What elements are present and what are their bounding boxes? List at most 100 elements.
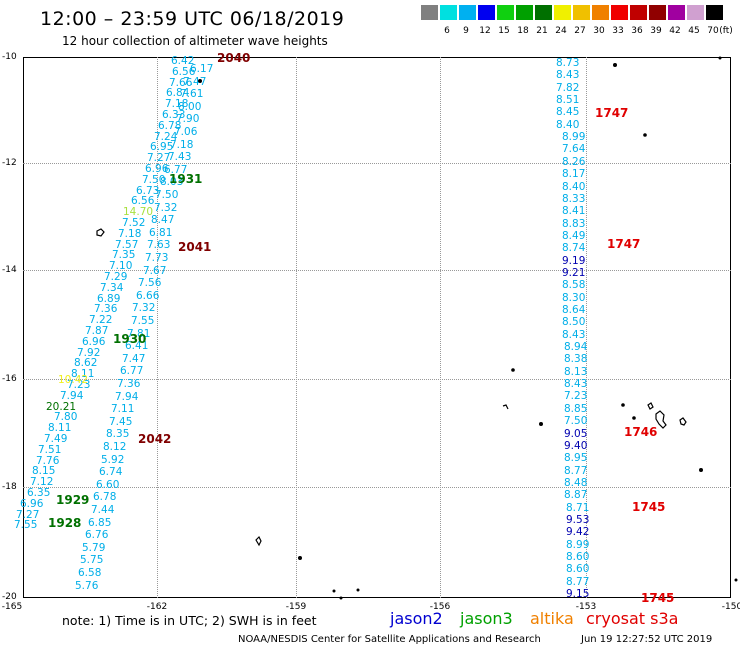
wave-height-reading: 8.43 (562, 328, 586, 341)
wave-height-reading: 6.41 (125, 340, 149, 353)
wave-height-reading: 8.99 (562, 131, 586, 144)
color-swatch (516, 5, 533, 20)
wave-height-reading: 8.40 (562, 180, 586, 193)
wave-height-reading: 8.62 (74, 357, 98, 370)
wave-height-reading: 7.87 (85, 325, 109, 337)
footnote: note: 1) Time is in UTC; 2) SWH is in fe… (62, 613, 317, 628)
wave-height-reading: 6.96 (82, 335, 106, 348)
wave-height-reading: 10.42 (58, 374, 89, 386)
wave-height-reading: 7.50 (155, 189, 179, 201)
wave-height-reading: 7.94 (115, 390, 139, 403)
wave-height-reading: 9.05 (564, 427, 588, 440)
wave-height-reading: 7.22 (89, 314, 113, 327)
wave-height-reading: 6.56 (131, 195, 155, 208)
color-scale-label: 27 (574, 26, 586, 36)
wave-height-reading: 9.42 (566, 526, 590, 539)
grid-line-meridian (440, 57, 441, 598)
wave-height-reading: 7.44 (91, 504, 115, 516)
wave-height-reading: 8.74 (562, 242, 586, 255)
wave-height-reading: 7.67 (143, 264, 167, 277)
wave-height-reading: 7.43 (168, 151, 192, 164)
longitude-label: -162 (146, 602, 168, 612)
wave-height-reading: 7.34 (100, 281, 124, 294)
color-swatch (687, 5, 704, 20)
color-scale-label: 18 (517, 26, 529, 36)
wave-height-reading: 8.17 (562, 168, 586, 181)
map-title: 12:00 – 23:59 UTC 06/18/2019 (40, 8, 345, 30)
wave-height-reading: 6.76 (85, 529, 109, 542)
latitude-label: -20 (2, 592, 17, 602)
wave-height-reading: 7.81 (127, 327, 151, 340)
wave-height-reading: 8.60 (566, 551, 590, 563)
pass-time-label: 1930 (113, 332, 147, 346)
grid-line-parallel (23, 487, 731, 488)
wave-height-reading: 5.76 (75, 579, 99, 592)
grid-line-parallel (23, 270, 731, 271)
wave-height-reading: 8.43 (564, 378, 588, 391)
color-scale-label: 15 (498, 26, 510, 36)
wave-height-reading: 7.82 (556, 81, 580, 94)
color-scale-label: 42 (669, 26, 681, 36)
pass-time-label: 2040 (217, 51, 251, 65)
wave-height-reading: 7.50 (564, 415, 588, 428)
wave-height-reading: 7.80 (54, 411, 78, 424)
wave-height-reading: 8.71 (566, 501, 590, 514)
wave-height-reading: 7.94 (60, 389, 84, 402)
wave-height-reading: 6.35 (27, 487, 51, 499)
color-swatch (649, 5, 666, 20)
wave-height-reading: 8.87 (564, 489, 588, 502)
color-scale-label: 24 (555, 26, 567, 36)
wave-height-reading: 6.78 (158, 119, 182, 132)
wave-height-reading: 7.36 (117, 378, 141, 390)
wave-height-reading: 6.85 (88, 516, 112, 529)
wave-height-reading: 8.13 (564, 365, 588, 378)
latitude-label: -12 (2, 158, 17, 168)
wave-height-reading: 8.51 (556, 94, 580, 107)
wave-height-reading: 6.84 (166, 87, 190, 100)
grid-line-meridian (586, 57, 587, 598)
wave-height-reading: 6.77 (164, 163, 188, 176)
wave-height-reading: 6.33 (162, 109, 186, 121)
wave-height-reading: 6.17 (190, 63, 214, 75)
pass-time-label: 1747 (607, 237, 641, 251)
wave-height-reading: 8.94 (564, 341, 588, 354)
color-scale-label: 70 (707, 26, 719, 36)
wave-height-reading: 7.23 (564, 390, 588, 403)
color-swatch (554, 5, 571, 20)
color-swatch (459, 5, 476, 20)
wave-height-reading: 6.78 (93, 491, 117, 504)
wave-height-reading: 7.23 (67, 379, 91, 391)
wave-height-reading: 8.41 (562, 205, 586, 218)
wave-height-reading: 8.15 (32, 465, 56, 478)
grid-line-meridian (296, 57, 297, 598)
wave-height-reading: 8.40 (556, 118, 580, 131)
wave-height-reading: 8.49 (562, 229, 586, 242)
wave-height-reading: 7.66 (169, 76, 193, 89)
wave-height-reading: 7.92 (77, 346, 101, 359)
color-scale-label: 21 (536, 26, 548, 36)
wave-height-reading: 7.52 (122, 217, 146, 229)
color-scale-label: 30 (593, 26, 605, 36)
color-swatch (478, 5, 495, 20)
wave-height-reading: 8.45 (556, 106, 580, 119)
wave-height-reading: 14.70 (123, 206, 154, 219)
color-scale-label: 45 (688, 26, 700, 36)
wave-height-reading: 6.42 (171, 55, 195, 67)
generation-timestamp: Jun 19 12:27:52 UTC 2019 (581, 634, 713, 645)
wave-height-reading: 7.49 (44, 433, 68, 445)
wave-height-reading: 6.58 (78, 567, 102, 579)
pass-time-label: 2041 (178, 240, 212, 254)
color-scale-label: 9 (463, 26, 469, 36)
pass-time-label: 1931 (169, 172, 203, 186)
wave-height-reading: 7.50 (142, 173, 166, 186)
wave-height-reading: 7.64 (562, 143, 586, 156)
wave-height-reading: 7.47 (183, 75, 207, 88)
wave-height-reading: 8.64 (562, 304, 586, 316)
wave-height-reading: 8.47 (151, 214, 175, 227)
wave-height-reading: 7.51 (38, 443, 62, 456)
wave-height-reading: 7.73 (145, 252, 169, 264)
latitude-label: -10 (2, 52, 17, 62)
wave-height-reading: 6.56 (172, 65, 196, 78)
wave-height-reading: 8.30 (562, 291, 586, 304)
wave-height-reading: 6.96 (145, 163, 169, 175)
